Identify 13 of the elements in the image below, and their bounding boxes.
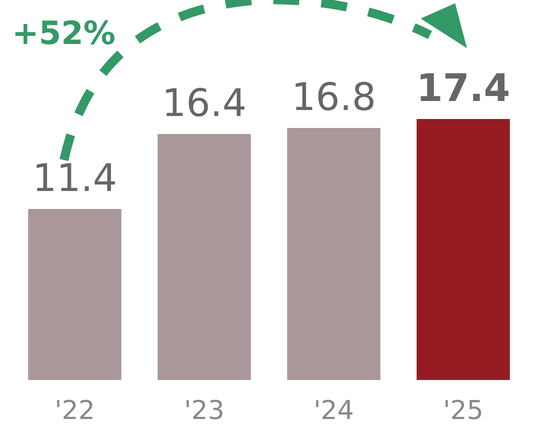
data-label: 16.8	[291, 75, 376, 119]
bar	[416, 119, 510, 380]
x-tick-label: '23	[184, 396, 224, 426]
bar	[28, 209, 122, 380]
data-label: 11.4	[32, 156, 118, 200]
bar	[158, 134, 251, 380]
data-label: 16.4	[162, 81, 247, 125]
x-tick-label: '25	[443, 396, 484, 426]
bar	[287, 128, 380, 380]
text: +52%	[12, 14, 116, 52]
x-tick-label: '24	[314, 396, 354, 426]
x-tick-label: '22	[54, 396, 95, 426]
data-label: 17.4	[416, 66, 510, 110]
